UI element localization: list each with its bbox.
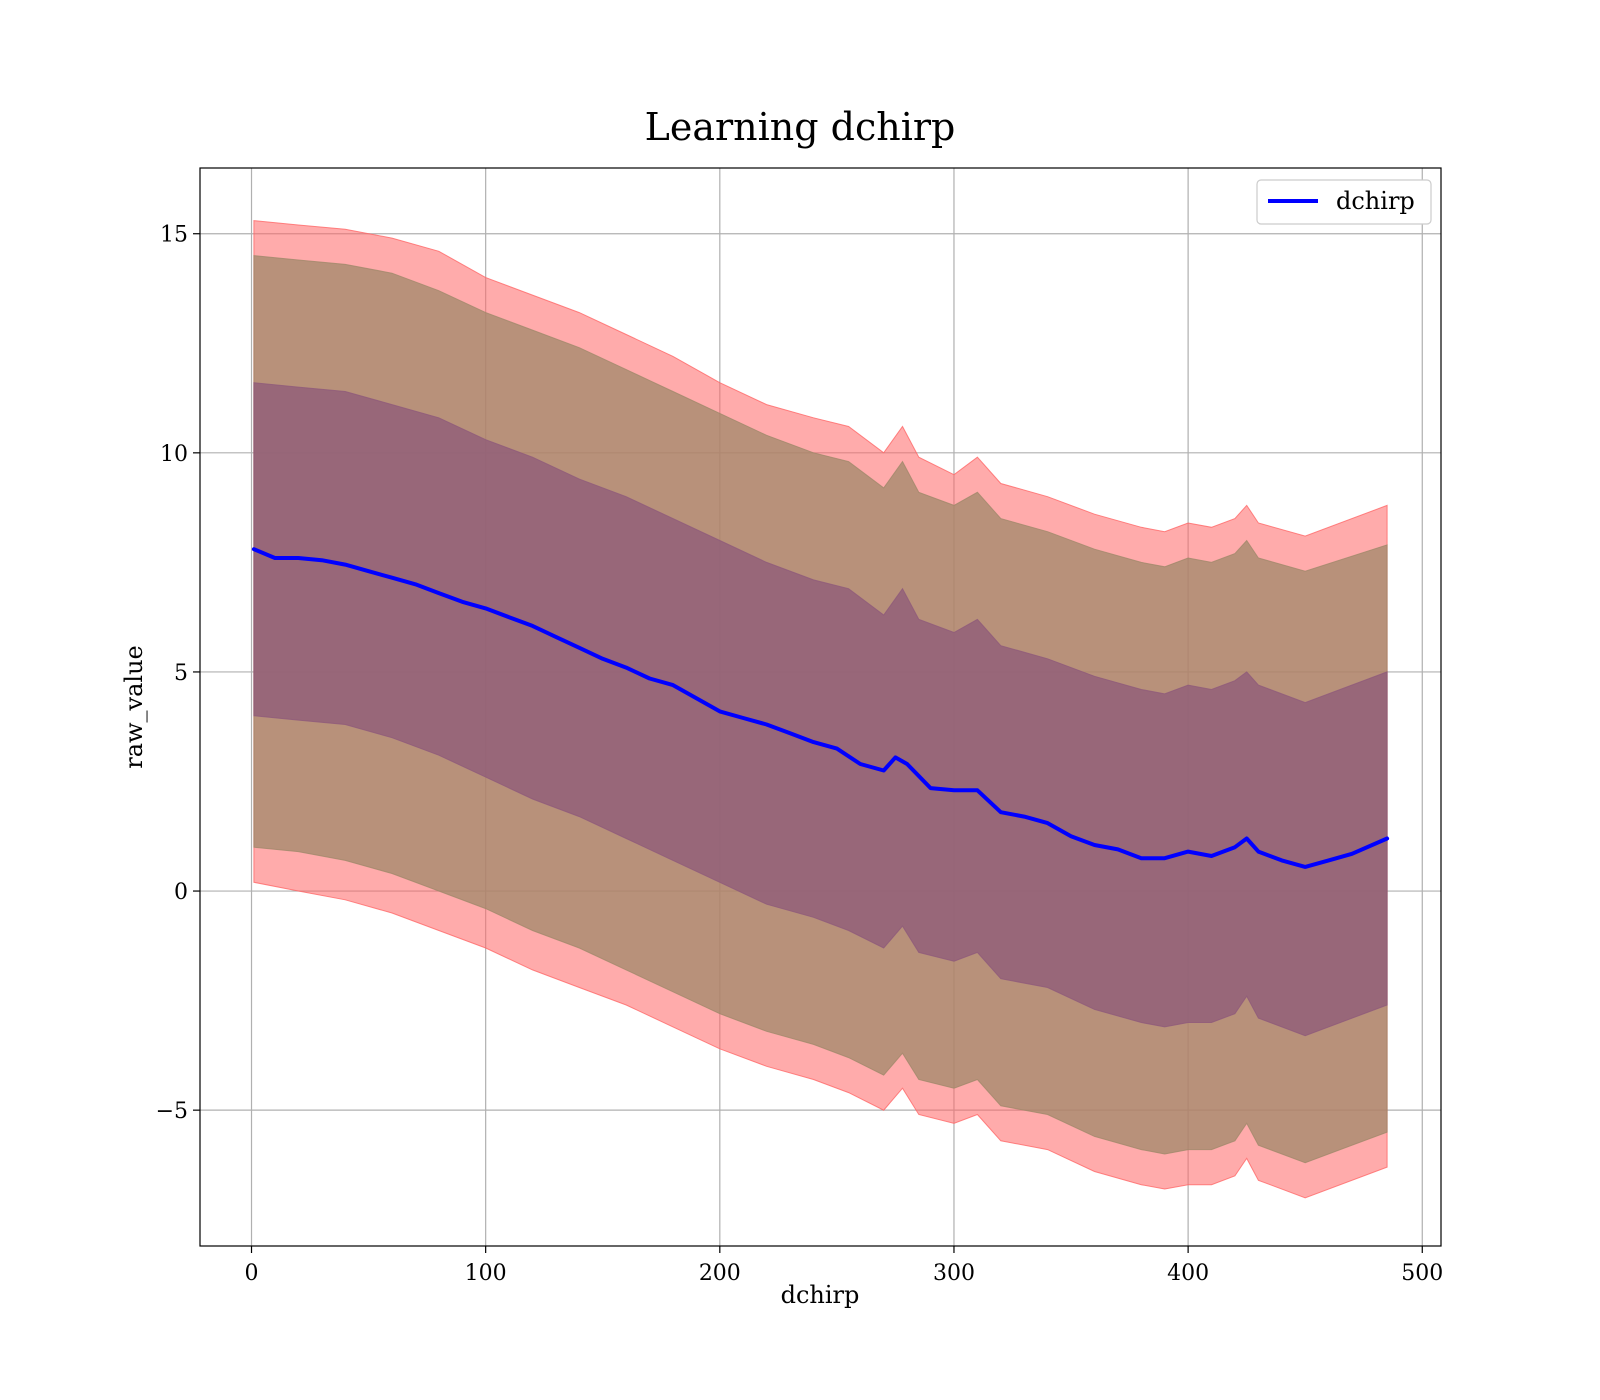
axis-ticks: 0 100 200 300 400 500 −5 0 5 10 15 (156, 223, 1444, 1286)
x-axis-label: dchirp (781, 1281, 860, 1309)
x-tick-label: 300 (933, 1261, 975, 1286)
legend-label: dchirp (1336, 187, 1415, 215)
x-tick-label: 500 (1401, 1261, 1443, 1286)
series-lines (251, 547, 1390, 869)
x-tick-label: 200 (699, 1261, 741, 1286)
legend-box (1256, 179, 1432, 225)
confidence-bands (253, 220, 1388, 1199)
chart-title: Learning dchirp (645, 105, 956, 149)
x-tick-label: 0 (245, 1261, 259, 1286)
plot-area-frame (199, 167, 1442, 1247)
series-line-dchirp (251, 547, 1390, 869)
legend: dchirp (1256, 179, 1432, 225)
y-tick-label: 5 (174, 661, 188, 686)
y-tick-label: 15 (160, 223, 188, 248)
x-tick-label: 100 (465, 1261, 507, 1286)
y-axis-label: raw_value (120, 645, 148, 769)
y-tick-label: 0 (174, 880, 188, 905)
y-tick-label: 10 (160, 442, 188, 467)
confidence-band (253, 382, 1388, 1037)
y-tick-label: −5 (156, 1099, 188, 1124)
x-tick-label: 400 (1167, 1261, 1209, 1286)
